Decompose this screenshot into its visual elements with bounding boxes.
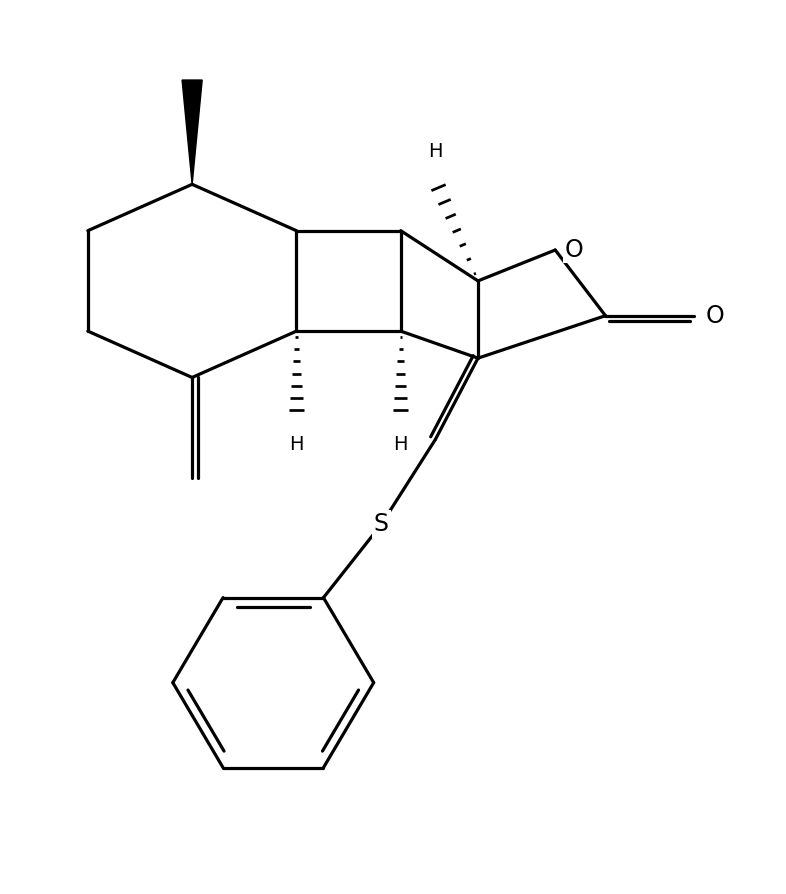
- Polygon shape: [182, 80, 202, 184]
- Text: S: S: [374, 512, 389, 536]
- Text: H: H: [428, 142, 443, 161]
- Text: H: H: [289, 435, 303, 454]
- Text: O: O: [706, 304, 725, 328]
- Text: H: H: [394, 435, 408, 454]
- Text: O: O: [564, 238, 583, 262]
